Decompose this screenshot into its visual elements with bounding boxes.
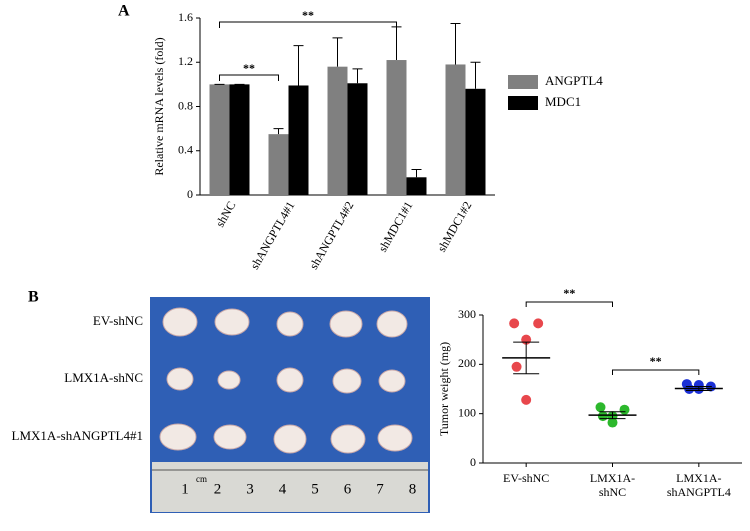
error-bar — [450, 23, 461, 65]
error-bar — [332, 37, 343, 67]
ruler-unit: cm — [196, 474, 207, 484]
x-tick-label: shMDC1#2 — [434, 199, 474, 255]
x-tick-label: LMX1A-shANGPTL4 — [667, 471, 731, 499]
error-bar — [391, 26, 402, 61]
significance-bracket — [525, 301, 613, 307]
sem-bar — [599, 411, 626, 420]
data-point — [509, 318, 520, 329]
bar — [209, 84, 230, 195]
significance-bracket — [612, 369, 700, 375]
significance-label: ** — [243, 61, 255, 75]
data-point — [597, 411, 608, 422]
ruler-label: 1 — [181, 481, 189, 497]
legend-swatch — [508, 75, 538, 89]
legend-label: MDC1 — [545, 94, 581, 109]
significance-bracket — [219, 74, 279, 81]
x-tick-label: shMDC1#1 — [375, 199, 415, 255]
y-tick-label: 1.6 — [178, 10, 193, 24]
y-tick-label: 0.4 — [178, 143, 193, 157]
data-point — [693, 380, 704, 391]
data-point — [607, 417, 618, 428]
y-tick-label: 100 — [458, 405, 476, 419]
x-tick-label: shANGPTL4#2 — [306, 199, 356, 272]
legend-swatch — [508, 96, 538, 110]
error-bar — [470, 61, 481, 89]
panel-label: A — [118, 3, 130, 20]
data-point — [511, 361, 522, 372]
x-tick-label: LMX1A-shNC — [590, 471, 635, 499]
error-bar — [293, 45, 304, 86]
y-axis-label: Tumor weight (mg) — [437, 342, 451, 436]
bar — [288, 85, 309, 195]
ruler-label: 6 — [344, 481, 352, 497]
y-tick-label: 300 — [458, 307, 476, 321]
x-tick-label: EV-shNC — [503, 471, 549, 485]
bar — [229, 84, 250, 195]
bar — [268, 134, 289, 195]
ruler-label: 5 — [311, 481, 319, 497]
ruler-label: 8 — [409, 481, 417, 497]
row-label: EV-shNC — [93, 313, 143, 328]
bar — [445, 64, 466, 196]
ruler-label: 7 — [376, 481, 384, 497]
bar — [347, 83, 368, 195]
ruler-label: 4 — [279, 481, 287, 497]
bar — [386, 60, 407, 195]
row-label: LMX1A-shANGPTL4#1 — [12, 428, 143, 443]
x-tick-label: shANGPTL4#1 — [247, 199, 297, 272]
error-bar — [273, 128, 284, 135]
significance-bracket — [219, 21, 397, 28]
y-tick-label: 1.2 — [178, 54, 193, 68]
y-tick-label: 0 — [470, 455, 476, 469]
legend-label: ANGPTL4 — [545, 73, 603, 88]
y-tick-label: 200 — [458, 356, 476, 370]
ruler-label: 2 — [214, 481, 222, 497]
significance-label: ** — [302, 8, 314, 22]
panel-label: B — [28, 289, 39, 306]
error-bar — [352, 68, 363, 84]
tumor-photo — [150, 297, 430, 513]
y-axis-label: Relative mRNA levels (fold) — [152, 37, 166, 175]
row-label: LMX1A-shNC — [64, 370, 143, 385]
significance-label: ** — [563, 286, 575, 300]
bar — [465, 88, 486, 195]
sem-bar — [513, 341, 540, 375]
significance-label: ** — [650, 354, 662, 368]
data-point — [533, 318, 544, 329]
bar — [327, 66, 348, 195]
ruler-label: 3 — [246, 481, 254, 497]
error-bar — [411, 169, 422, 178]
data-point — [595, 402, 606, 413]
bar — [406, 177, 427, 195]
data-point — [521, 394, 532, 405]
x-tick-label: shNC — [213, 199, 239, 230]
y-tick-label: 0 — [187, 187, 193, 201]
sem-bar — [685, 386, 712, 391]
y-tick-label: 0.8 — [178, 98, 193, 112]
data-point — [619, 404, 630, 415]
